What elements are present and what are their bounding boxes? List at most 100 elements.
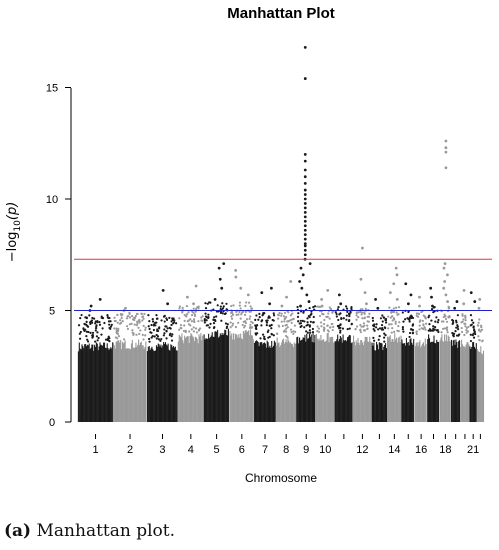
snp-point <box>183 319 186 322</box>
snp-point <box>337 305 340 309</box>
snp-point <box>170 339 174 342</box>
snp-point <box>178 328 181 331</box>
peak-snp-point <box>303 181 307 185</box>
peak-snp-point <box>455 300 459 303</box>
snp-point <box>156 335 160 338</box>
snp-point <box>254 333 258 336</box>
snp-point <box>87 340 90 343</box>
snp-point <box>238 310 241 314</box>
snp-point <box>308 325 311 328</box>
snp-point <box>172 321 176 324</box>
threshold-lines <box>74 258 492 311</box>
snp-point <box>84 328 87 331</box>
snp-point <box>456 324 459 327</box>
snp-point <box>200 316 203 319</box>
snp-point <box>280 320 283 323</box>
snp-point <box>282 315 286 318</box>
snp-point <box>258 312 261 315</box>
snp-point <box>408 335 411 339</box>
snp-point <box>231 322 235 325</box>
peak-snp-point <box>462 289 466 292</box>
peak-snp-point <box>194 284 198 288</box>
snp-point <box>95 325 98 328</box>
peak-snp-point <box>303 45 307 49</box>
snp-point <box>183 324 186 327</box>
snp-point <box>185 314 188 318</box>
snp-point <box>179 324 183 327</box>
snp-point <box>345 318 348 321</box>
y-tick-label: 0 <box>49 417 55 429</box>
snp-point <box>311 330 315 334</box>
caption-label: (a) <box>4 521 32 541</box>
snp-point <box>422 314 425 317</box>
peak-snp-point <box>388 291 392 295</box>
snp-point <box>402 320 405 323</box>
snp-point <box>355 325 359 328</box>
snp-point <box>230 317 234 320</box>
snp-point <box>153 335 156 338</box>
snp-point <box>411 331 415 334</box>
snp-point <box>422 323 425 327</box>
snp-point <box>230 310 234 314</box>
snp-point <box>335 312 338 316</box>
snp-point <box>240 313 243 316</box>
snp-point <box>390 331 393 334</box>
snp-point <box>265 319 268 322</box>
snp-point <box>166 327 169 330</box>
snp-point <box>359 310 362 313</box>
snp-point <box>312 321 315 324</box>
snp-point <box>289 314 293 317</box>
snp-point <box>392 317 395 320</box>
snp-point <box>162 334 165 337</box>
x-axis-ticks: 1 2 3 4 5 6 7 8 9 10 12 14 16 18 21 <box>92 434 481 456</box>
peak-snp-point <box>320 297 323 301</box>
snp-point <box>285 327 288 330</box>
peak-snp-point <box>307 300 311 303</box>
snp-point <box>126 327 130 331</box>
peak-snp-point <box>303 219 307 223</box>
snp-point <box>285 334 288 338</box>
snp-point <box>309 320 312 323</box>
snp-point <box>437 330 440 334</box>
snp-point <box>316 305 319 308</box>
snp-point <box>221 312 224 315</box>
snp-point <box>292 332 295 335</box>
snp-point <box>464 316 467 319</box>
snp-point <box>108 340 111 343</box>
snp-point <box>134 314 137 318</box>
snp-point <box>286 326 289 329</box>
snp-point <box>306 331 309 334</box>
peak-snp-point <box>234 275 238 279</box>
snp-point <box>232 304 235 307</box>
figure-caption: (a) Manhattan plot. <box>4 521 175 541</box>
peak-snp-point <box>280 304 284 308</box>
snp-point <box>317 330 321 333</box>
snp-point <box>335 315 338 318</box>
snp-point <box>373 323 376 326</box>
snp-point <box>270 333 274 336</box>
snp-point <box>347 319 351 323</box>
snp-point <box>474 332 477 336</box>
chromosome-17-points <box>427 286 440 422</box>
snp-point <box>260 320 263 323</box>
peak-snp-point <box>270 286 273 290</box>
peak-snp-point <box>361 246 364 250</box>
peak-snp-point <box>303 77 307 80</box>
snp-point <box>428 314 431 317</box>
snp-point <box>374 326 378 329</box>
snp-point <box>78 337 82 340</box>
snp-point <box>115 332 119 335</box>
snp-point <box>465 328 468 332</box>
snp-point <box>224 322 228 325</box>
snp-point <box>192 320 196 323</box>
peak-snp-point <box>268 302 272 306</box>
snp-point <box>401 328 405 331</box>
snp-point <box>387 315 390 318</box>
snp-point <box>411 328 415 332</box>
peak-snp-point <box>303 175 307 179</box>
snp-point <box>82 327 85 330</box>
snp-point <box>455 321 458 324</box>
x-axis-label: Chromosome <box>245 471 317 485</box>
snp-point <box>209 322 212 326</box>
